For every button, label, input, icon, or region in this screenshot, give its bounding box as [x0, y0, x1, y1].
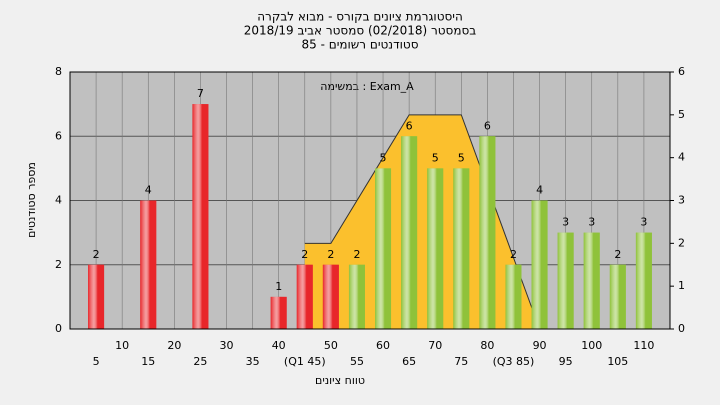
data-label: 2: [614, 248, 621, 261]
y-axis-label: מספר סטודנטים: [25, 162, 38, 238]
data-label: 2: [327, 248, 334, 261]
y2-tick-label: 0: [678, 322, 685, 335]
bar: [531, 200, 548, 329]
bar: [88, 264, 105, 329]
y2-tick-label: 3: [678, 194, 685, 207]
x-tick-label: 20: [167, 339, 181, 352]
data-label: 7: [197, 87, 204, 100]
x-tick-label: 75: [454, 355, 468, 368]
data-label: 5: [380, 151, 387, 164]
data-label: 6: [484, 119, 491, 132]
data-label: 6: [406, 119, 413, 132]
bar: [322, 264, 339, 329]
x-tick-label: 5: [93, 355, 100, 368]
bar: [583, 232, 600, 329]
x-tick-label: 70: [428, 339, 442, 352]
y2-tick-label: 5: [678, 108, 685, 121]
y-tick-label: 6: [55, 129, 62, 142]
y-tick-label: 8: [55, 65, 62, 78]
y-tick-label: 0: [55, 322, 62, 335]
y-tick-label: 2: [55, 258, 62, 271]
chart-subtitle: סטודנטים רשומים - 85: [301, 38, 418, 52]
x-tick-label: 60: [376, 339, 390, 352]
bar: [635, 232, 652, 329]
annotation: במשימה : Exam_A: [320, 80, 414, 93]
y-tick-label: 4: [55, 194, 62, 207]
data-label: 1: [275, 280, 282, 293]
bar: [505, 264, 522, 329]
y2-tick-label: 4: [678, 151, 685, 164]
x-tick-label: 30: [220, 339, 234, 352]
x-tick-label: 95: [559, 355, 573, 368]
data-label: 4: [145, 184, 152, 197]
x-tick-label: 50: [324, 339, 338, 352]
data-label: 2: [353, 248, 360, 261]
y2-tick-label: 1: [678, 279, 685, 292]
bar: [609, 264, 626, 329]
bar: [427, 168, 444, 329]
data-label: 3: [562, 216, 569, 229]
bar: [140, 200, 157, 329]
bar: [192, 104, 209, 329]
x-tick-label: 10: [115, 339, 129, 352]
x-tick-label: (Q3 85): [493, 355, 535, 368]
data-label: 2: [510, 248, 517, 261]
y2-tick-label: 6: [678, 65, 685, 78]
bar: [375, 168, 392, 329]
x-tick-label: (Q1 45): [284, 355, 326, 368]
data-label: 2: [93, 248, 100, 261]
x-tick-label: 90: [533, 339, 547, 352]
x-tick-label: 55: [350, 355, 364, 368]
data-label: 5: [432, 151, 439, 164]
x-tick-label: 35: [246, 355, 260, 368]
x-tick-label: 110: [633, 339, 654, 352]
x-tick-label: 15: [141, 355, 155, 368]
y2-tick-label: 2: [678, 236, 685, 249]
bar: [479, 136, 496, 329]
bar: [270, 296, 287, 329]
x-tick-label: 65: [402, 355, 416, 368]
x-tick-label: 25: [193, 355, 207, 368]
bar: [296, 264, 313, 329]
data-label: 3: [588, 216, 595, 229]
bar: [453, 168, 470, 329]
chart-title: היסטוגרמת ציונים בקורס - מבוא לבקרה: [257, 10, 463, 24]
data-label: 4: [536, 184, 543, 197]
data-label: 5: [458, 151, 465, 164]
x-tick-label: 100: [581, 339, 602, 352]
x-axis-label: טווח ציונים: [315, 374, 365, 387]
bar: [557, 232, 574, 329]
bar: [401, 136, 418, 329]
data-label: 2: [301, 248, 308, 261]
chart-subtitle: בסמסטר (02/2018) סמסטר אביב 2018/19: [244, 24, 476, 38]
x-tick-label: 80: [480, 339, 494, 352]
x-tick-label: 105: [607, 355, 628, 368]
data-label: 3: [640, 216, 647, 229]
bar: [348, 264, 365, 329]
x-tick-label: 40: [272, 339, 286, 352]
plot-frame: [69, 71, 671, 330]
